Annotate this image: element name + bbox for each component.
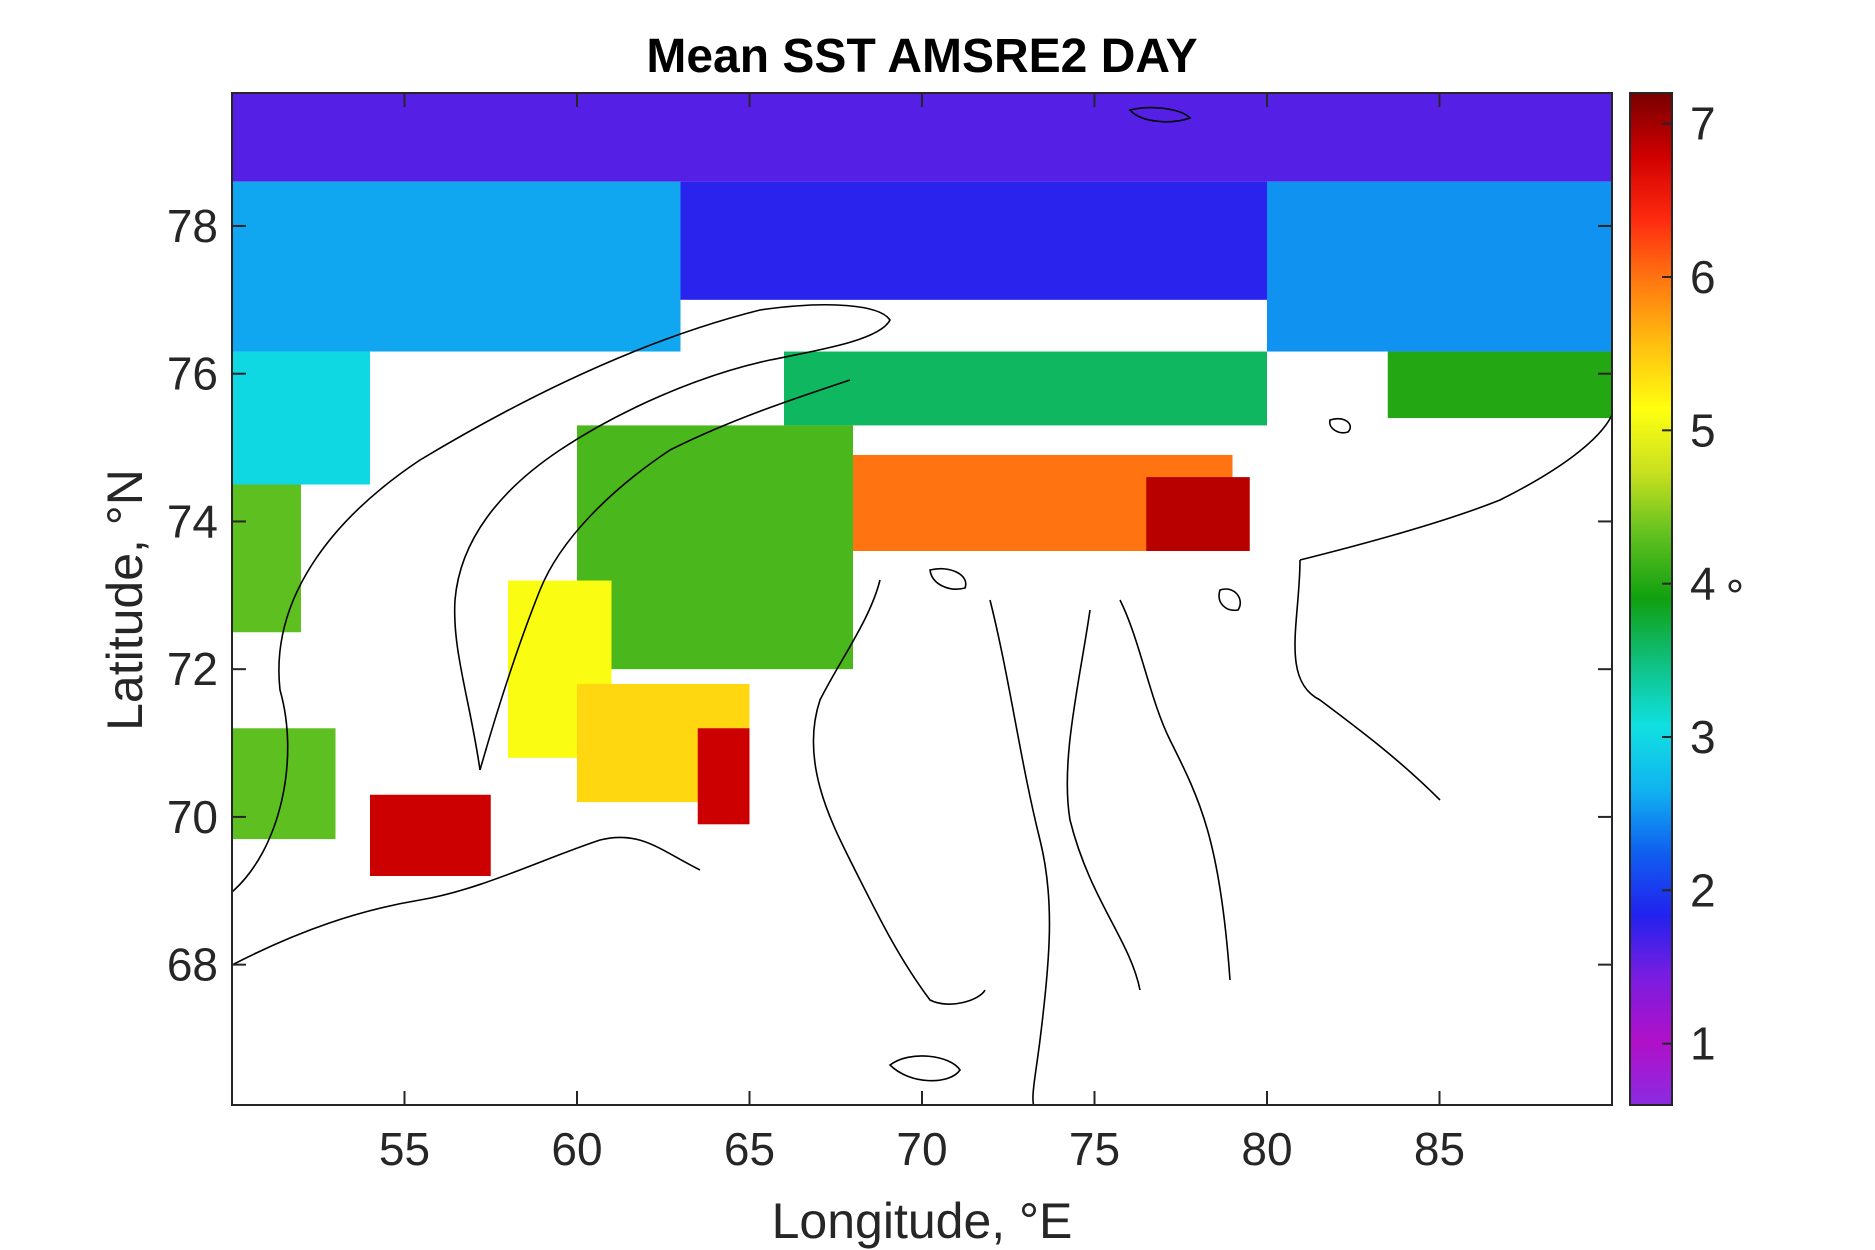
- colorbar-tick-label: 2: [1690, 864, 1716, 916]
- sst-heatmap: [232, 93, 1612, 877]
- sst-cell-taymyr-east: [1387, 351, 1612, 419]
- colorbar-ticks: 1 2 3 4 5 6 7: [1662, 98, 1716, 1070]
- y-tick-label: 68: [167, 939, 218, 991]
- sst-cell-pechora-west: [232, 728, 336, 840]
- colorbar-tick-label: 1: [1690, 1018, 1716, 1070]
- x-tick-label: 80: [1241, 1123, 1292, 1175]
- y-axis-label: Latitude, °N: [97, 469, 153, 731]
- y-axis: 68 70 72 74 76 78: [167, 200, 1612, 991]
- x-axis-label: Longitude, °E: [772, 1193, 1073, 1249]
- yamal-peninsula: [812, 579, 986, 1005]
- sst-cell-kara-central: [577, 425, 853, 670]
- pechora-coast: [232, 836, 701, 966]
- y-tick-label: 72: [167, 643, 218, 695]
- sst-cell-north-arctic: [232, 93, 1612, 182]
- x-tick-label: 70: [896, 1123, 947, 1175]
- sst-cell-barents-west: [232, 484, 301, 633]
- ob-gulf-east: [1066, 609, 1141, 991]
- island-1: [1128, 106, 1192, 123]
- gydan-coast: [1119, 599, 1231, 981]
- sst-cell-northwest-band: [232, 181, 681, 352]
- colorbar-tick-label: 7: [1690, 98, 1716, 150]
- sst-cell-northeast-band: [1267, 181, 1612, 352]
- x-tick-label: 60: [551, 1123, 602, 1175]
- sst-cell-baydaratskaya: [697, 728, 750, 825]
- yenisei-gulf: [1294, 559, 1441, 801]
- y-tick-label: 78: [167, 200, 218, 252]
- x-tick-label: 75: [1069, 1123, 1120, 1175]
- island-3: [929, 568, 967, 590]
- sst-cell-north-central: [680, 181, 1267, 300]
- colorbar-tick-label: 5: [1690, 404, 1716, 456]
- ob-gulf-west: [989, 599, 1051, 1105]
- y-tick-label: 76: [167, 348, 218, 400]
- sst-cell-kara-north: [784, 351, 1267, 426]
- plot-area: 55 60 65 70 75 80 85 68 70 72 74 76 78: [167, 92, 1613, 1175]
- taymyr-coast: [1299, 414, 1612, 561]
- sst-cell-west-coast: [232, 351, 370, 485]
- colorbar-tick-label: 3: [1690, 711, 1716, 763]
- x-tick-label: 85: [1414, 1123, 1465, 1175]
- novaya-zemlya-west-coast: [232, 304, 891, 893]
- x-tick-label: 65: [724, 1123, 775, 1175]
- colorbar-gradient: [1629, 92, 1673, 1106]
- colorbar-tick-label: 6: [1690, 251, 1716, 303]
- colorbar-label: °: [1726, 570, 1744, 622]
- y-tick-label: 70: [167, 791, 218, 843]
- island-4: [1218, 588, 1242, 612]
- colorbar-tick-label: 4: [1690, 558, 1716, 610]
- chart-title: Mean SST AMSRE2 DAY: [646, 30, 1197, 83]
- kolguev-island: [888, 1055, 961, 1082]
- sst-cell-yenisei-mouth: [1146, 477, 1250, 551]
- colorbar: 1 2 3 4 5 6 7 °: [1629, 92, 1744, 1106]
- novaya-zemlya-east-coast: [479, 379, 851, 771]
- sst-cell-pechora-east: [370, 794, 491, 877]
- x-tick-label: 55: [379, 1123, 430, 1175]
- island-2: [1328, 417, 1352, 434]
- x-axis: 55 60 65 70 75 80 85: [379, 93, 1465, 1175]
- coastline-outline: [232, 106, 1612, 1105]
- y-tick-label: 74: [167, 495, 218, 547]
